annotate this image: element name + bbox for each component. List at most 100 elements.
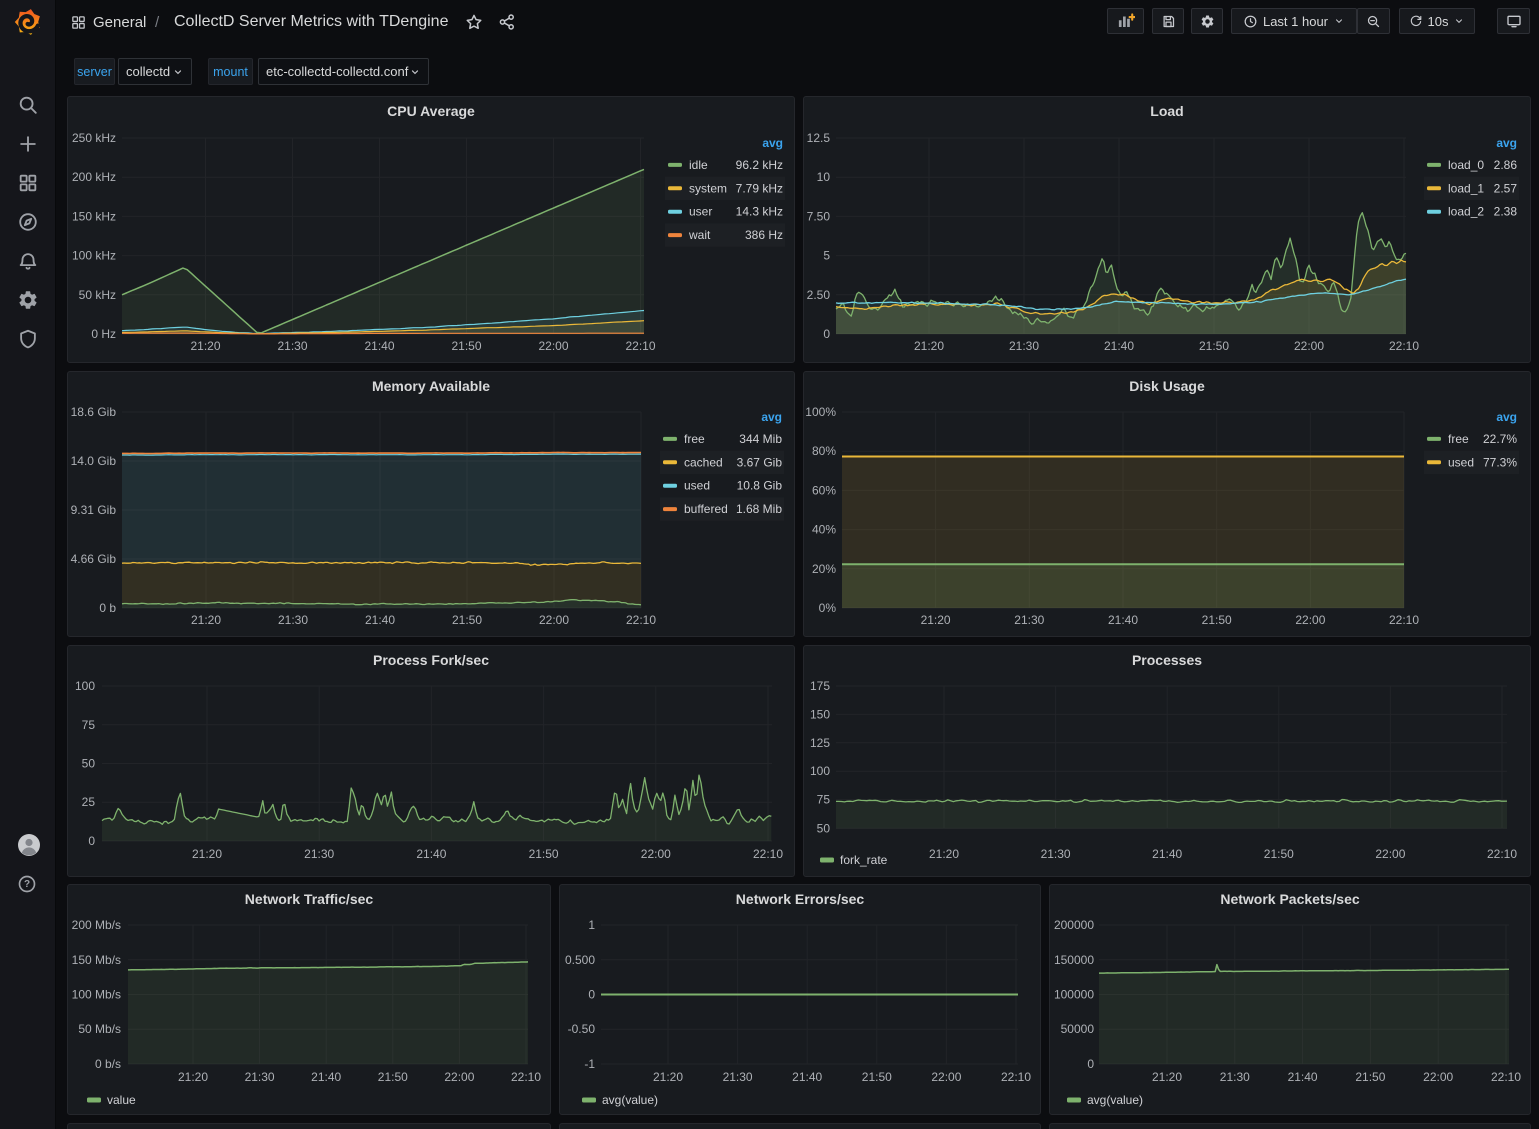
svg-text:14.3 kHz: 14.3 kHz	[736, 205, 783, 219]
svg-text:7.79 kHz: 7.79 kHz	[736, 181, 783, 195]
svg-text:96.2 kHz: 96.2 kHz	[736, 158, 783, 172]
svg-text:Process Fork/sec: Process Fork/sec	[373, 652, 489, 668]
svg-text:2.38: 2.38	[1494, 205, 1518, 219]
svg-text:-0.50: -0.50	[568, 1022, 596, 1036]
svg-text:avg(value): avg(value)	[602, 1093, 658, 1107]
svg-text:175: 175	[810, 679, 830, 693]
svg-text:21:50: 21:50	[1199, 339, 1229, 353]
svg-text:21:40: 21:40	[364, 339, 394, 353]
svg-text:22:10: 22:10	[753, 847, 783, 861]
svg-text:12.5: 12.5	[807, 131, 831, 145]
svg-text:2.50: 2.50	[807, 288, 831, 302]
svg-text:21:40: 21:40	[311, 1070, 341, 1084]
svg-text:2.57: 2.57	[1494, 181, 1518, 195]
svg-text:18.6 Gib: 18.6 Gib	[71, 405, 117, 419]
svg-text:value: value	[107, 1093, 136, 1107]
svg-text:system: system	[689, 181, 727, 195]
svg-text:40%: 40%	[812, 523, 836, 537]
svg-text:22:10: 22:10	[626, 613, 656, 627]
svg-text:150: 150	[810, 707, 830, 721]
svg-text:50 kHz: 50 kHz	[79, 288, 116, 302]
svg-text:22:00: 22:00	[539, 613, 569, 627]
svg-text:22:00: 22:00	[1295, 613, 1325, 627]
svg-text:50: 50	[817, 821, 831, 835]
svg-text:cached: cached	[684, 455, 723, 469]
svg-text:used: used	[1448, 455, 1474, 469]
svg-text:21:20: 21:20	[190, 339, 220, 353]
svg-text:idle: idle	[689, 158, 708, 172]
svg-text:77.3%: 77.3%	[1483, 455, 1517, 469]
svg-text:50000: 50000	[1061, 1022, 1095, 1036]
svg-text:80%: 80%	[812, 444, 836, 458]
svg-text:21:50: 21:50	[1264, 847, 1294, 861]
svg-text:-1: -1	[584, 1057, 595, 1071]
svg-text:5: 5	[823, 249, 830, 263]
svg-text:22:00: 22:00	[1375, 847, 1405, 861]
svg-text:21:30: 21:30	[1041, 847, 1071, 861]
svg-text:?: ?	[24, 879, 30, 890]
svg-text:user: user	[689, 205, 712, 219]
svg-text:avg: avg	[1496, 410, 1517, 424]
svg-text:150 Mb/s: 150 Mb/s	[72, 953, 121, 967]
svg-text:4.66 Gib: 4.66 Gib	[71, 552, 117, 566]
svg-text:75: 75	[817, 793, 831, 807]
svg-text:1.68 Mib: 1.68 Mib	[736, 502, 782, 516]
svg-text:Memory Available: Memory Available	[372, 378, 490, 394]
svg-text:344 Mib: 344 Mib	[739, 432, 782, 446]
svg-text:10.8 Gib: 10.8 Gib	[737, 479, 783, 493]
svg-text:150 kHz: 150 kHz	[72, 209, 116, 223]
svg-text:22.7%: 22.7%	[1483, 432, 1517, 446]
svg-text:21:50: 21:50	[451, 339, 481, 353]
svg-text:75: 75	[82, 718, 96, 732]
svg-text:fork_rate: fork_rate	[840, 853, 888, 867]
svg-text:22:10: 22:10	[1389, 613, 1419, 627]
svg-text:2.86: 2.86	[1494, 158, 1518, 172]
svg-text:10: 10	[817, 170, 831, 184]
svg-text:20%: 20%	[812, 562, 836, 576]
svg-text:9.31 Gib: 9.31 Gib	[71, 503, 117, 517]
svg-text:21:20: 21:20	[929, 847, 959, 861]
svg-text:386 Hz: 386 Hz	[745, 228, 783, 242]
svg-text:load_1: load_1	[1448, 181, 1484, 195]
svg-text:avg: avg	[762, 136, 783, 150]
svg-text:wait: wait	[688, 228, 711, 242]
svg-text:22:10: 22:10	[1001, 1070, 1031, 1084]
svg-text:21:40: 21:40	[365, 613, 395, 627]
svg-text:22:00: 22:00	[931, 1070, 961, 1084]
svg-text:21:40: 21:40	[416, 847, 446, 861]
svg-text:21:30: 21:30	[278, 613, 308, 627]
svg-text:buffered: buffered	[684, 502, 728, 516]
svg-text:150000: 150000	[1054, 953, 1094, 967]
svg-text:21:30: 21:30	[245, 1070, 275, 1084]
svg-text:21:40: 21:40	[1104, 339, 1134, 353]
svg-text:21:20: 21:20	[914, 339, 944, 353]
svg-text:60%: 60%	[812, 483, 836, 497]
svg-text:CPU Average: CPU Average	[387, 103, 475, 119]
svg-text:21:30: 21:30	[723, 1070, 753, 1084]
svg-text:load_0: load_0	[1448, 158, 1484, 172]
svg-text:200000: 200000	[1054, 918, 1094, 932]
svg-text:22:10: 22:10	[1389, 339, 1419, 353]
svg-text:22:10: 22:10	[511, 1070, 541, 1084]
svg-text:avg: avg	[761, 410, 782, 424]
svg-text:21:20: 21:20	[653, 1070, 683, 1084]
svg-text:used: used	[684, 479, 710, 493]
svg-text:125: 125	[810, 736, 830, 750]
svg-text:21:20: 21:20	[192, 847, 222, 861]
svg-text:21:20: 21:20	[178, 1070, 208, 1084]
svg-text:0 b: 0 b	[99, 601, 116, 615]
svg-text:200 Mb/s: 200 Mb/s	[72, 918, 121, 932]
svg-text:load_2: load_2	[1448, 205, 1484, 219]
svg-text:free: free	[684, 432, 705, 446]
svg-text:21:20: 21:20	[1152, 1070, 1182, 1084]
svg-text:22:10: 22:10	[1491, 1070, 1521, 1084]
svg-text:21:50: 21:50	[1355, 1070, 1385, 1084]
svg-text:Processes: Processes	[1132, 652, 1202, 668]
svg-text:21:30: 21:30	[1009, 339, 1039, 353]
svg-text:3.67 Gib: 3.67 Gib	[737, 455, 783, 469]
svg-text:100 kHz: 100 kHz	[72, 249, 116, 263]
svg-text:22:00: 22:00	[641, 847, 671, 861]
svg-text:50: 50	[82, 757, 96, 771]
svg-text:250 kHz: 250 kHz	[72, 131, 116, 145]
svg-text:22:10: 22:10	[1487, 847, 1517, 861]
